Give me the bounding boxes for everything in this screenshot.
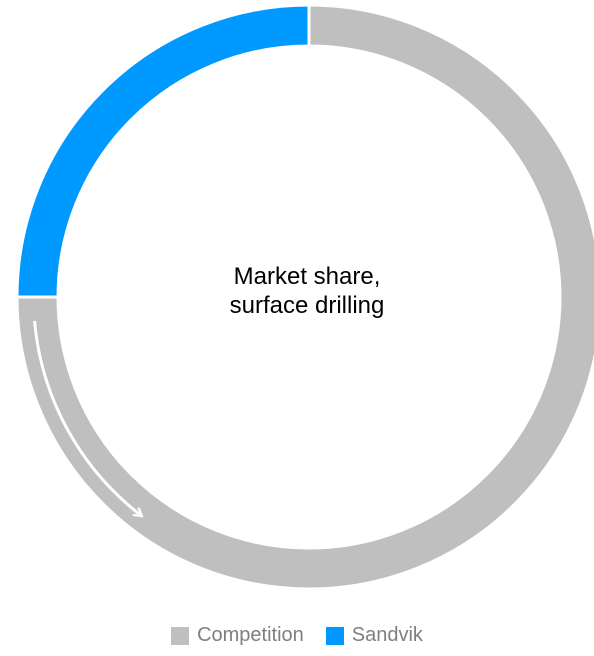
center-label-line-2: surface drilling bbox=[229, 292, 385, 319]
slice-sandvik bbox=[15, 3, 311, 299]
direction-arrow bbox=[33, 320, 140, 514]
legend-swatch-sandvik bbox=[325, 626, 344, 645]
donut-slices bbox=[15, 3, 594, 591]
center-label-line-1: Market share, bbox=[233, 263, 381, 290]
donut-chart bbox=[15, 3, 594, 591]
legend-swatch-competition bbox=[171, 626, 190, 645]
legend-label-sandvik: Sandvik bbox=[351, 624, 423, 646]
legend-label-competition: Competition bbox=[197, 624, 304, 646]
legend-item-competition: Competition bbox=[171, 624, 304, 647]
legend-item-sandvik: Sandvik bbox=[325, 624, 423, 647]
center-label: Market share, surface drilling bbox=[157, 262, 457, 320]
slice-competition bbox=[15, 3, 594, 591]
legend: Competition Sandvik bbox=[0, 624, 594, 647]
